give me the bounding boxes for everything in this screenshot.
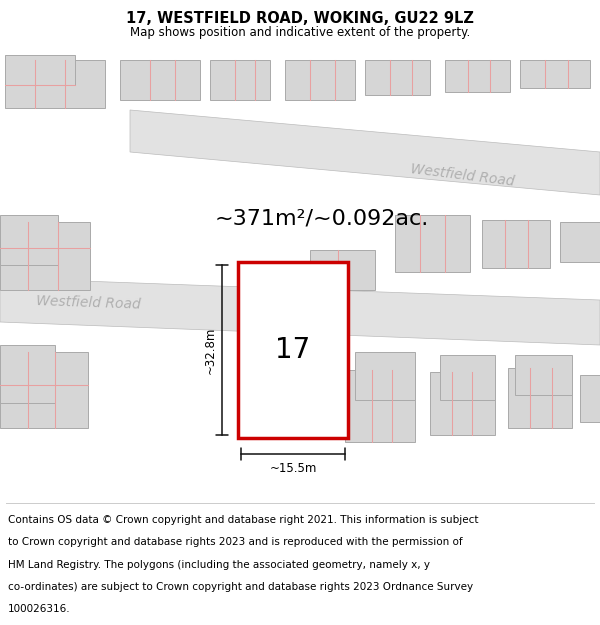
- Polygon shape: [515, 355, 572, 395]
- Text: Map shows position and indicative extent of the property.: Map shows position and indicative extent…: [130, 26, 470, 39]
- Text: ~371m²/~0.092ac.: ~371m²/~0.092ac.: [215, 208, 429, 228]
- Polygon shape: [5, 55, 75, 85]
- Polygon shape: [210, 60, 270, 100]
- Polygon shape: [285, 60, 355, 100]
- Polygon shape: [430, 372, 495, 435]
- Polygon shape: [120, 60, 200, 100]
- Polygon shape: [520, 60, 590, 88]
- Text: 17: 17: [275, 336, 311, 364]
- Polygon shape: [0, 345, 55, 403]
- Polygon shape: [130, 110, 600, 195]
- Text: 100026316.: 100026316.: [8, 604, 70, 614]
- Polygon shape: [0, 222, 90, 290]
- Text: to Crown copyright and database rights 2023 and is reproduced with the permissio: to Crown copyright and database rights 2…: [8, 538, 463, 548]
- Polygon shape: [440, 355, 495, 400]
- Text: Contains OS data © Crown copyright and database right 2021. This information is : Contains OS data © Crown copyright and d…: [8, 515, 478, 525]
- Text: Westfield Road: Westfield Road: [409, 162, 515, 188]
- Text: 17, WESTFIELD ROAD, WOKING, GU22 9LZ: 17, WESTFIELD ROAD, WOKING, GU22 9LZ: [126, 11, 474, 26]
- Polygon shape: [508, 368, 572, 428]
- Polygon shape: [445, 60, 510, 92]
- Polygon shape: [560, 222, 600, 262]
- Text: co-ordinates) are subject to Crown copyright and database rights 2023 Ordnance S: co-ordinates) are subject to Crown copyr…: [8, 582, 473, 592]
- Polygon shape: [355, 352, 415, 400]
- Text: ~15.5m: ~15.5m: [269, 462, 317, 475]
- Polygon shape: [5, 60, 105, 108]
- Polygon shape: [580, 375, 600, 422]
- Polygon shape: [0, 352, 88, 428]
- Polygon shape: [365, 60, 430, 95]
- Text: ~32.8m: ~32.8m: [204, 326, 217, 374]
- Polygon shape: [395, 215, 470, 272]
- Polygon shape: [482, 220, 550, 268]
- Bar: [238, 262, 348, 438]
- Text: Westfield Road: Westfield Road: [35, 294, 140, 312]
- Polygon shape: [0, 215, 58, 265]
- Polygon shape: [345, 370, 415, 442]
- Polygon shape: [0, 278, 600, 345]
- Polygon shape: [310, 250, 375, 290]
- Text: HM Land Registry. The polygons (including the associated geometry, namely x, y: HM Land Registry. The polygons (includin…: [8, 559, 430, 569]
